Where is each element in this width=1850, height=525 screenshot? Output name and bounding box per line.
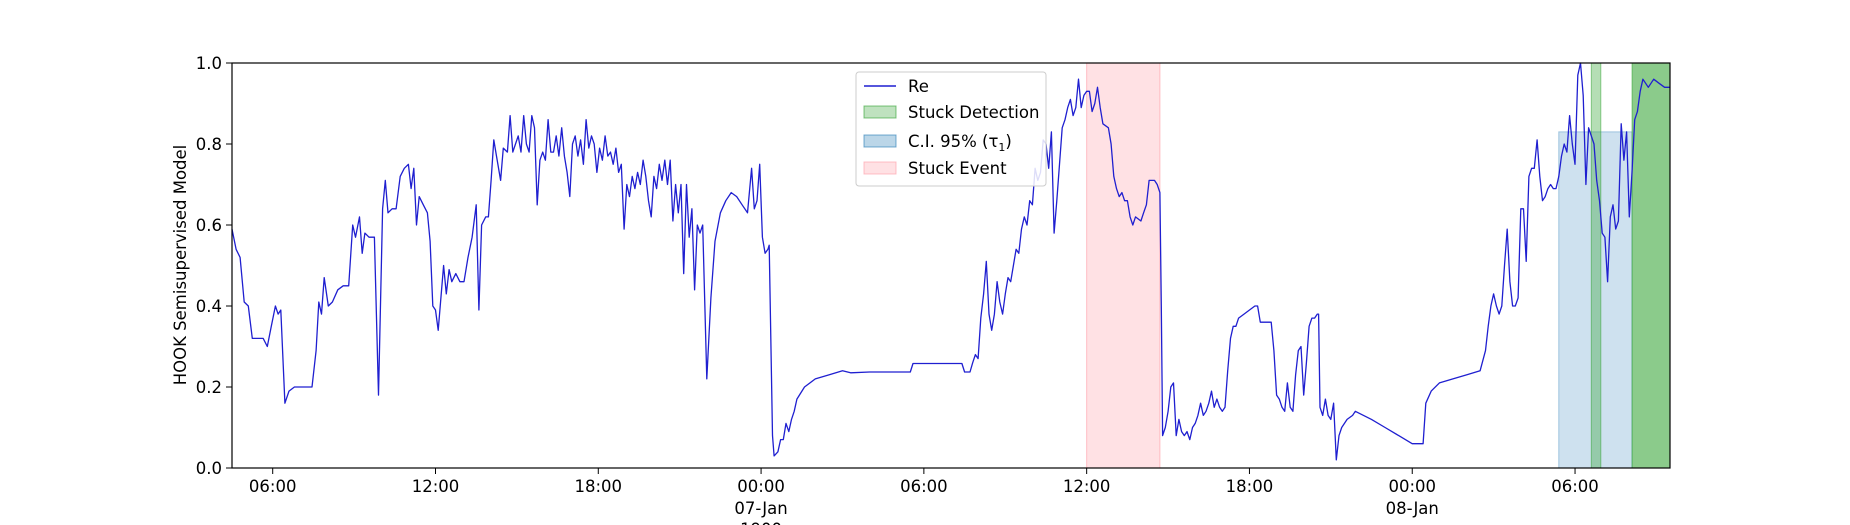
highlight-regions (1086, 62, 1671, 469)
x-tick-label: 00:00 (1388, 477, 1436, 496)
y-tick-label: 0.2 (196, 378, 222, 397)
legend-stuck-detection-label: Stuck Detection (908, 103, 1039, 122)
legend-ci-swatch (863, 134, 897, 148)
legend-stuck-event-label: Stuck Event (908, 159, 1007, 178)
legend-ci-label: C.I. 95% (τ1) (908, 132, 1012, 154)
legend-stuck-event-swatch (863, 161, 897, 175)
x-tick-sublabel: 08-Jan (1386, 499, 1439, 518)
y-axis-label: HOOK Semisupervised Model (171, 145, 190, 386)
y-tick-label: 0.6 (196, 216, 222, 235)
legend-re-label: Re (908, 77, 929, 96)
legend: Re Stuck Detection C.I. 95% (τ1) Stuck E… (855, 71, 1047, 187)
x-axis-ticks: 06:00 12:00 18:00 00:00 07-Jan 1900 06:00 12:00… (249, 468, 1599, 525)
y-tick-label: 0.4 (196, 297, 222, 316)
y-tick-label: 1.0 (196, 54, 222, 73)
y-tick-label: 0.8 (196, 135, 222, 154)
x-tick-label: 18:00 (575, 477, 623, 496)
re-series-line (231, 62, 1670, 461)
legend-stuck-detection-swatch (863, 105, 897, 119)
x-tick-label: 06:00 (900, 477, 948, 496)
x-tick-label: 12:00 (1063, 477, 1111, 496)
x-tick-label: 18:00 (1226, 477, 1274, 496)
y-tick-label: 0.0 (196, 459, 222, 478)
axes-frame (231, 62, 1671, 469)
stuck-detection-region (1590, 62, 1602, 469)
stuck-detection-region (1631, 62, 1671, 469)
x-tick-label: 12:00 (412, 477, 460, 496)
x-tick-label: 06:00 (249, 477, 297, 496)
legend-box (855, 71, 1047, 187)
x-tick-sublabel: 07-Jan (734, 499, 787, 518)
stuck-event-region (1086, 62, 1161, 469)
x-tick-sublabel: 1900 (740, 520, 782, 525)
y-axis-ticks: 0.0 0.2 0.4 0.6 0.8 1.0 (196, 54, 232, 478)
x-tick-label: 06:00 (1551, 477, 1599, 496)
x-tick-label: 00:00 (737, 477, 785, 496)
